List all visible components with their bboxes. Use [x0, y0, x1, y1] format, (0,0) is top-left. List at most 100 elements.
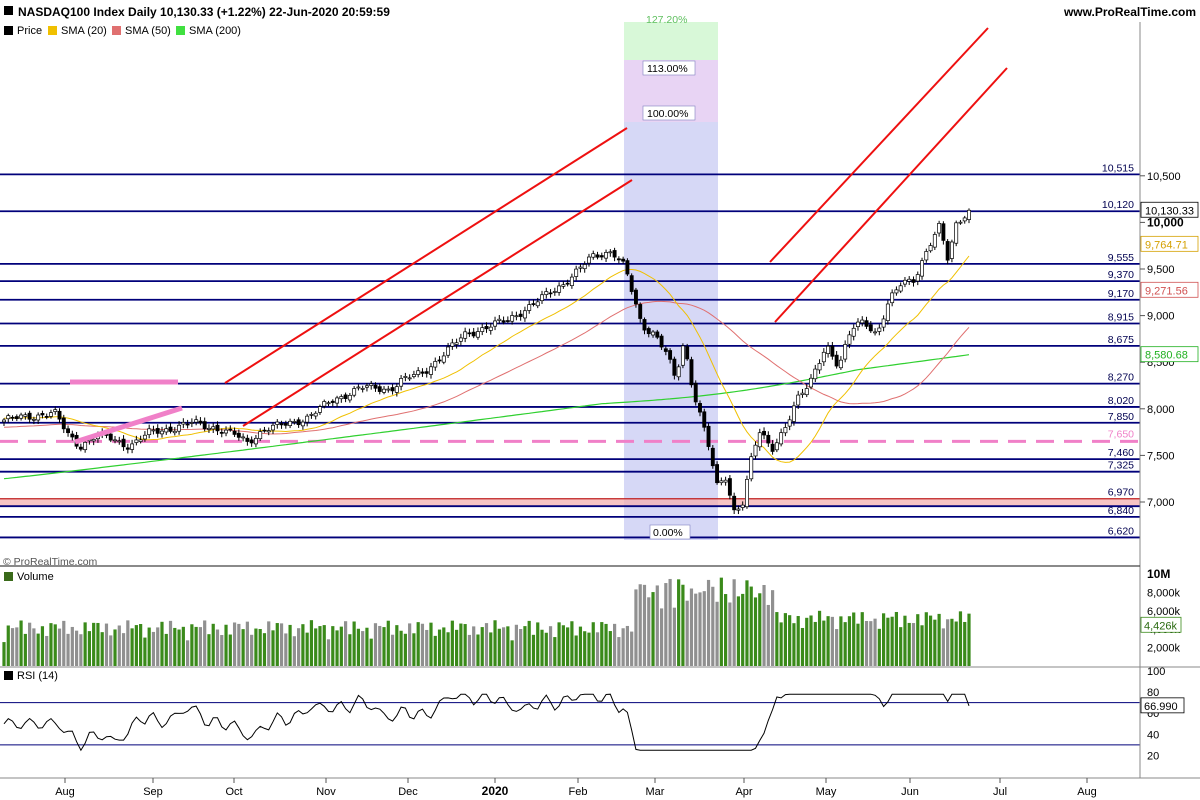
volume-bar[interactable] [339, 626, 343, 666]
candle-body[interactable] [574, 268, 579, 277]
candle-body[interactable] [608, 251, 613, 254]
volume-bar[interactable] [612, 623, 617, 666]
candle-body[interactable] [36, 414, 41, 421]
candle-body[interactable] [194, 419, 199, 423]
candle-body[interactable] [198, 420, 203, 424]
candle-body[interactable] [873, 331, 878, 334]
volume-bar[interactable] [796, 616, 800, 666]
volume-bar[interactable] [732, 579, 736, 666]
candle-body[interactable] [518, 313, 523, 317]
candle-body[interactable] [625, 260, 630, 275]
candle-body[interactable] [587, 256, 591, 264]
volume-bar[interactable] [96, 622, 100, 666]
candle-body[interactable] [399, 378, 404, 387]
volume-bar[interactable] [946, 619, 950, 666]
volume-bar[interactable] [322, 625, 326, 666]
volume-bar[interactable] [190, 624, 194, 666]
candle-body[interactable] [804, 388, 809, 396]
volume-bar[interactable] [83, 622, 87, 666]
volume-bar[interactable] [566, 627, 570, 666]
volume-bar[interactable] [36, 633, 40, 666]
volume-bar[interactable] [386, 620, 390, 666]
volume-bar[interactable] [228, 634, 232, 666]
volume-bar[interactable] [830, 616, 834, 666]
candle-body[interactable] [689, 359, 694, 386]
candle-body[interactable] [177, 424, 182, 432]
volume-bar[interactable] [245, 621, 249, 666]
volume-bar[interactable] [147, 627, 151, 666]
candle-body[interactable] [954, 222, 959, 244]
candle-body[interactable] [796, 394, 801, 406]
candle-body[interactable] [569, 276, 574, 287]
volume-bar[interactable] [835, 629, 839, 666]
volume-bar[interactable] [967, 613, 971, 666]
volume-bar[interactable] [408, 623, 412, 666]
candle-body[interactable] [147, 428, 152, 436]
volume-bar[interactable] [907, 622, 911, 666]
candle-body[interactable] [915, 274, 920, 282]
candle-body[interactable] [224, 429, 228, 434]
volume-bar[interactable] [301, 624, 305, 666]
volume-bar[interactable] [425, 629, 429, 666]
trendline-channel1-upper[interactable] [224, 127, 628, 384]
volume-bar[interactable] [745, 580, 749, 666]
candle-body[interactable] [967, 209, 971, 220]
candle-body[interactable] [488, 326, 493, 331]
candle-body[interactable] [271, 424, 275, 431]
candle-body[interactable] [638, 304, 643, 319]
volume-bar[interactable] [117, 625, 121, 666]
volume-bar[interactable] [702, 591, 706, 666]
candle-body[interactable] [851, 327, 856, 337]
volume-bar[interactable] [911, 623, 916, 666]
volume-bar[interactable] [839, 616, 843, 666]
volume-bar[interactable] [395, 625, 399, 666]
volume-bar[interactable] [519, 628, 523, 666]
candle-body[interactable] [330, 400, 335, 403]
volume-bar[interactable] [869, 621, 873, 666]
candle-body[interactable] [6, 415, 11, 420]
volume-bar[interactable] [617, 637, 621, 666]
volume-bar[interactable] [736, 596, 741, 666]
candle-body[interactable] [232, 430, 237, 435]
volume-bar[interactable] [232, 622, 237, 666]
candle-body[interactable] [467, 332, 472, 335]
volume-bar[interactable] [809, 615, 813, 666]
volume-bar[interactable] [928, 615, 933, 666]
volume-bar[interactable] [305, 632, 309, 666]
volume-bar[interactable] [694, 593, 698, 666]
candle-body[interactable] [642, 319, 647, 331]
candle-body[interactable] [860, 319, 865, 324]
candle-body[interactable] [373, 384, 378, 389]
volume-bar[interactable] [958, 611, 963, 666]
volume-bar[interactable] [501, 627, 506, 666]
volume-bar[interactable] [561, 625, 565, 666]
volume-bar[interactable] [2, 642, 6, 666]
candle-body[interactable] [172, 430, 177, 434]
candle-body[interactable] [885, 303, 890, 321]
candle-body[interactable] [49, 412, 53, 417]
candle-body[interactable] [565, 282, 570, 285]
volume-bar[interactable] [130, 628, 134, 666]
volume-bar[interactable] [775, 612, 779, 666]
volume-bar[interactable] [536, 622, 540, 666]
volume-bar[interactable] [506, 626, 510, 666]
volume-bar[interactable] [459, 623, 463, 666]
volume-bar[interactable] [412, 633, 416, 666]
volume-bar[interactable] [66, 633, 70, 666]
volume-bar[interactable] [719, 577, 723, 666]
volume-bar[interactable] [583, 631, 587, 666]
candle-body[interactable] [335, 397, 340, 404]
volume-bar[interactable] [15, 627, 19, 666]
sma20-line[interactable] [3, 255, 970, 463]
candle-body[interactable] [510, 315, 515, 322]
volume-bar[interactable] [211, 623, 215, 666]
candle-body[interactable] [138, 439, 143, 442]
volume-bar[interactable] [275, 623, 279, 666]
candle-body[interactable] [168, 426, 173, 432]
candle-body[interactable] [604, 252, 609, 259]
candle-body[interactable] [117, 440, 122, 443]
volume-bar[interactable] [177, 629, 181, 666]
volume-bar[interactable] [429, 622, 433, 666]
volume-bar[interactable] [963, 621, 967, 666]
